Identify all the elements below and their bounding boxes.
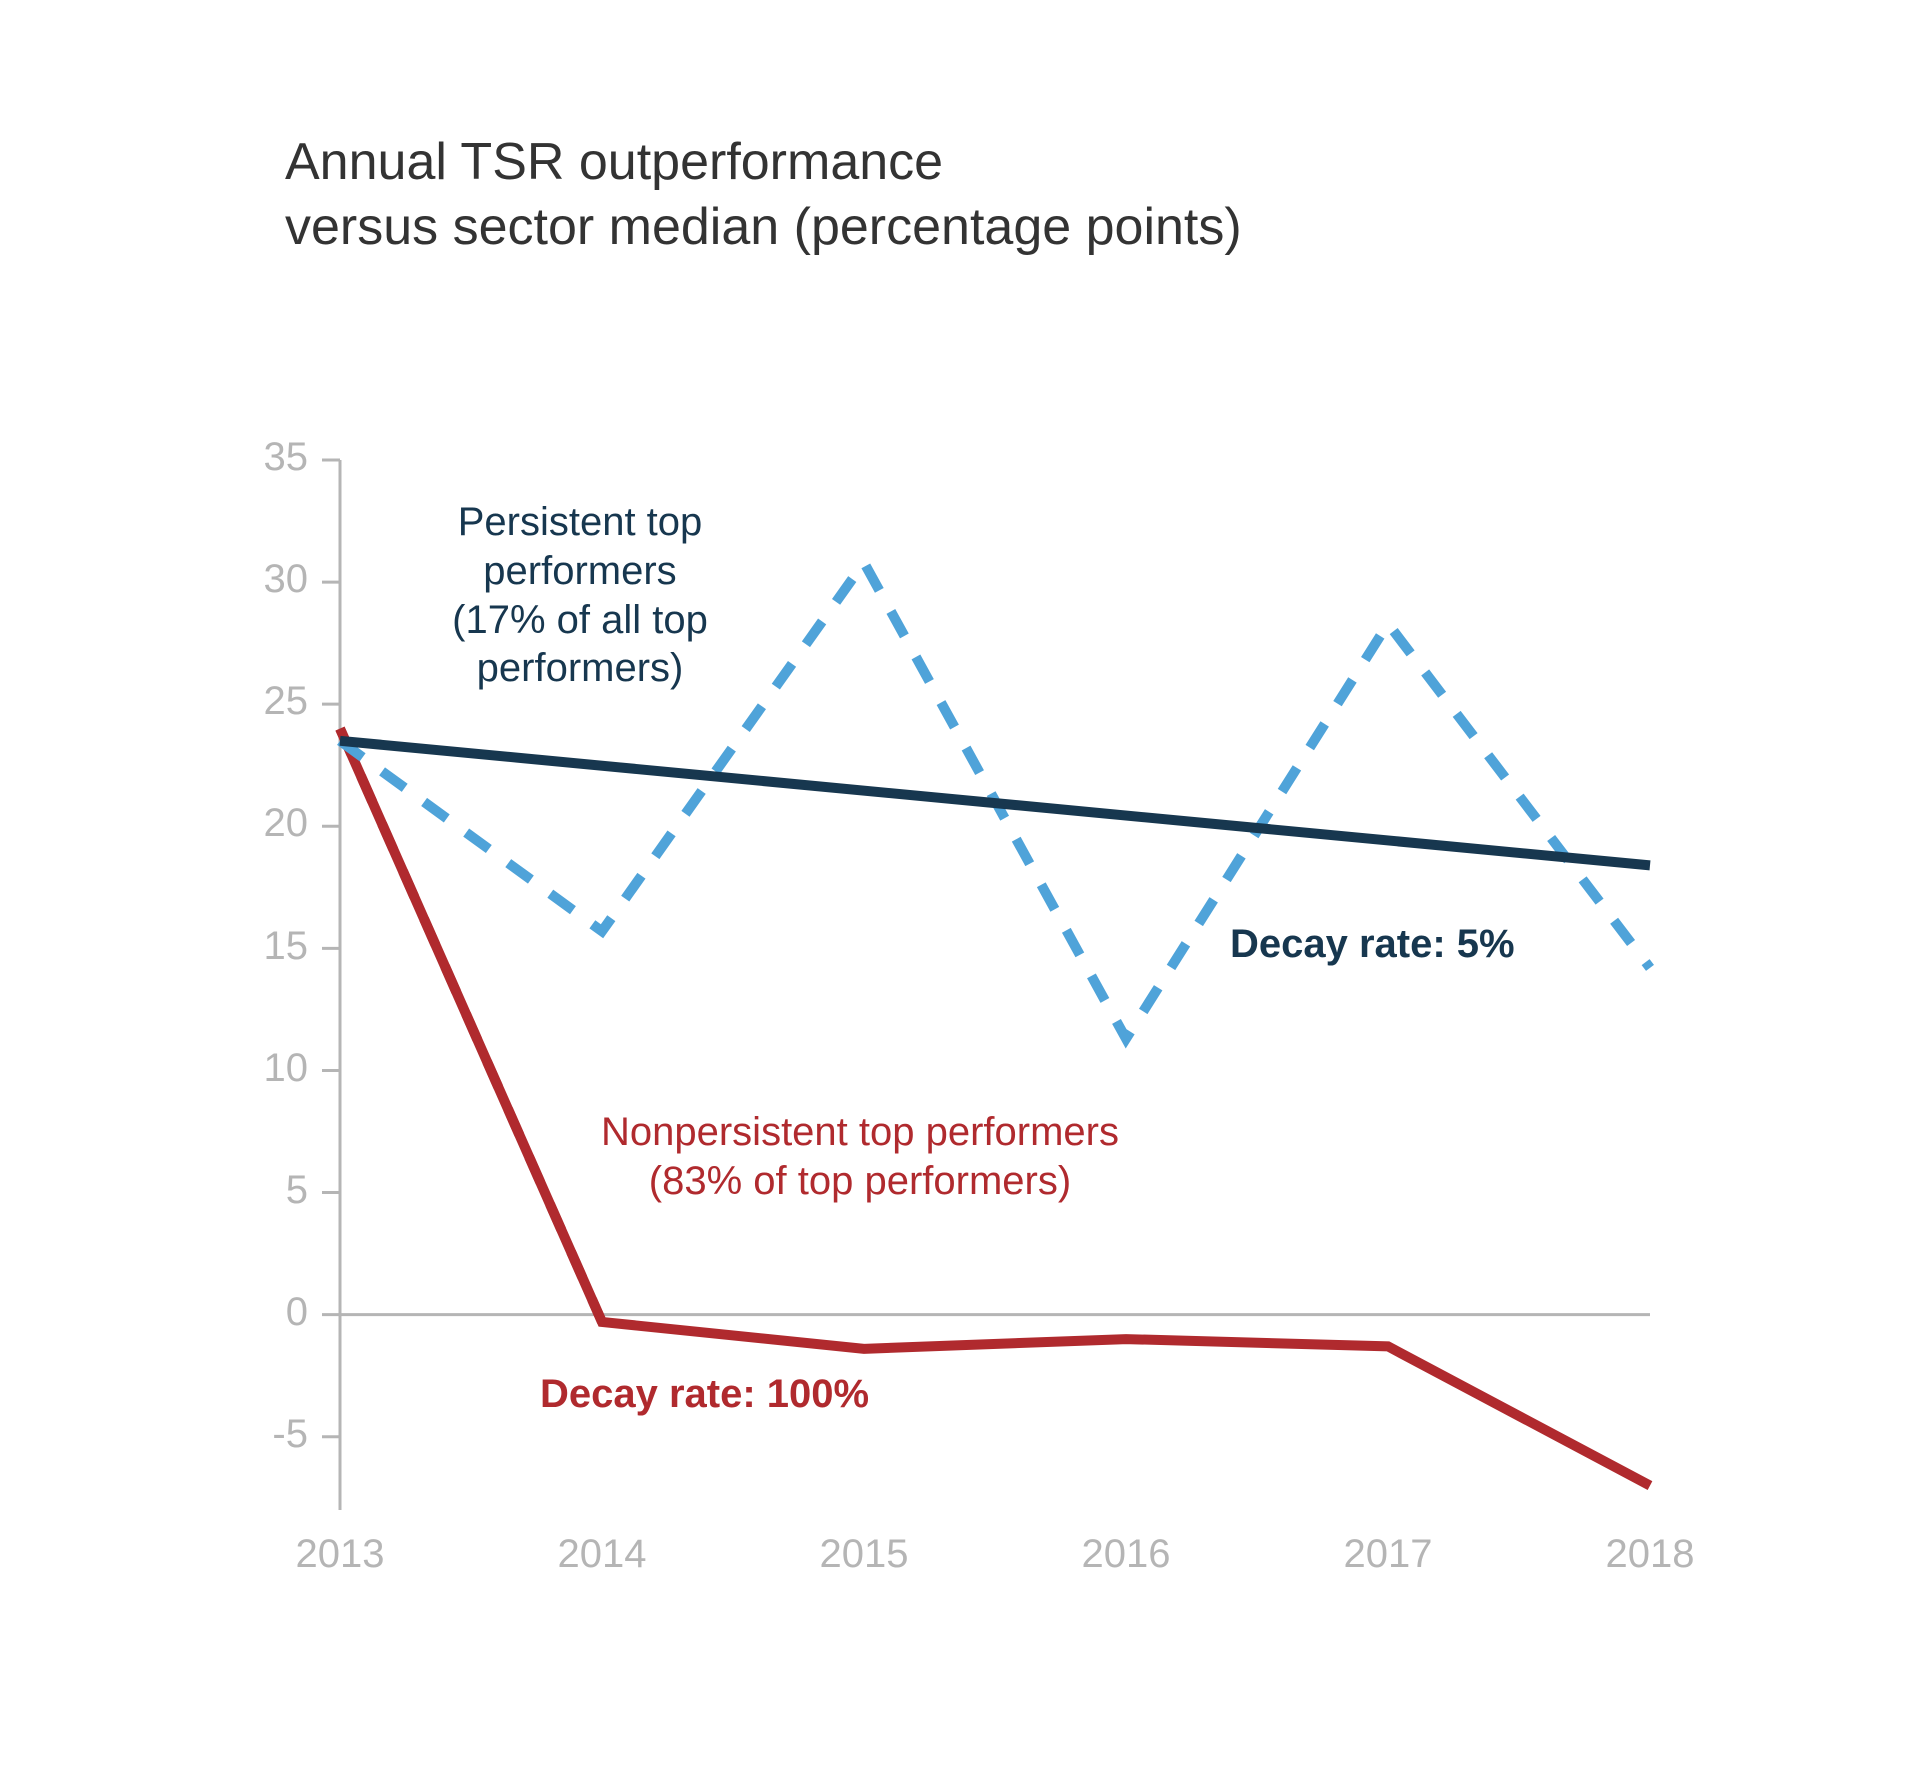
x-tick-label: 2018 — [1590, 1532, 1710, 1577]
annotation-persistent-top-performers: Persistent top performers (17% of all to… — [390, 498, 770, 693]
x-tick-label: 2016 — [1066, 1532, 1186, 1577]
x-tick-label: 2013 — [280, 1532, 400, 1577]
y-tick-label: 15 — [264, 924, 309, 969]
series-persistent-trend — [340, 741, 1650, 866]
annotation-nonpersistent-top-performers: Nonpersistent top performers (83% of top… — [500, 1108, 1220, 1206]
annotation-decay-rate-5: Decay rate: 5% — [1230, 920, 1650, 969]
annotation-decay-rate-100: Decay rate: 100% — [540, 1370, 1020, 1419]
x-tick-label: 2014 — [542, 1532, 662, 1577]
x-tick-label: 2017 — [1328, 1532, 1448, 1577]
page-root: { "chart": { "type": "line", "title": "A… — [0, 0, 1920, 1766]
chart-plot — [0, 0, 1920, 1766]
y-tick-label: 25 — [264, 679, 309, 724]
y-tick-label: 10 — [264, 1046, 309, 1091]
y-tick-label: 5 — [286, 1168, 308, 1213]
y-tick-label: 30 — [264, 557, 309, 602]
y-tick-label: 20 — [264, 801, 309, 846]
x-tick-label: 2015 — [804, 1532, 924, 1577]
y-tick-label: 35 — [264, 435, 309, 480]
y-tick-label: -5 — [272, 1412, 308, 1457]
y-tick-label: 0 — [286, 1290, 308, 1335]
